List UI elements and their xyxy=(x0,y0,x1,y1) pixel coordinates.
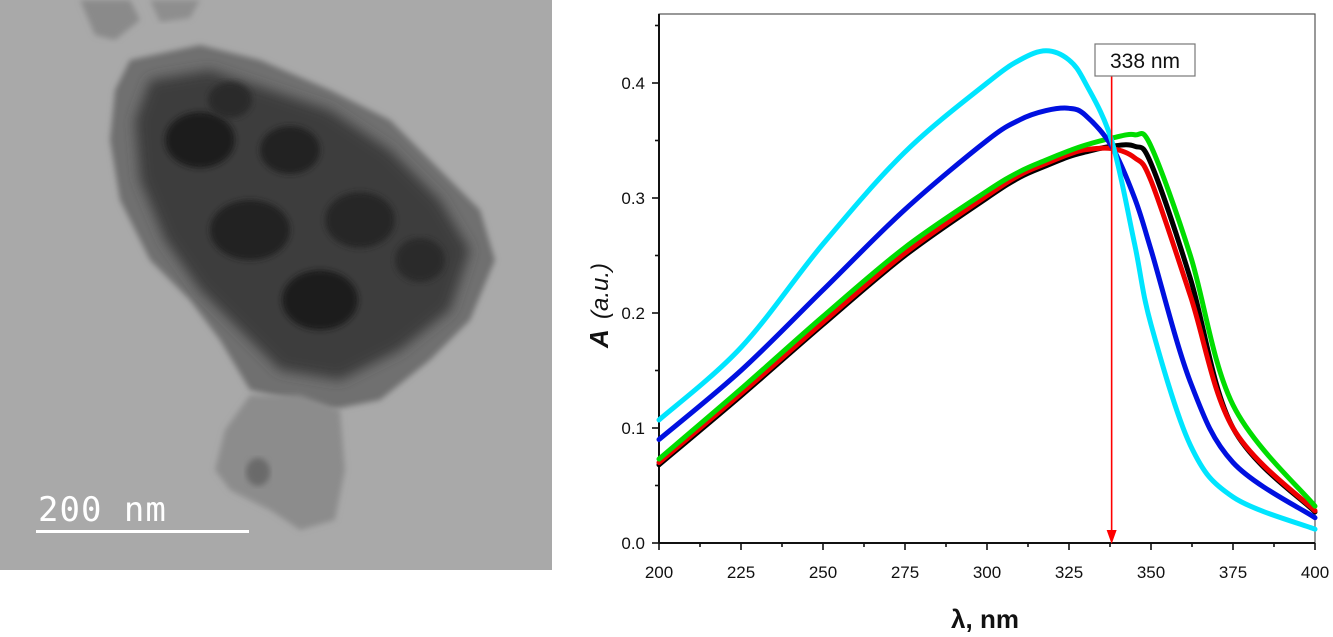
plot-frame xyxy=(658,13,1316,544)
curve-blue xyxy=(656,105,1318,521)
axis-ticks: 200 225 250 275 300 325 350 375 400 0.0 0.1 0.2 0.3 0… xyxy=(621,24,1329,582)
micrograph-margin xyxy=(0,570,552,637)
x-tick-label: 350 xyxy=(1137,563,1165,582)
scale-bar-label: 200 nm xyxy=(38,490,167,530)
x-tick-label: 400 xyxy=(1301,563,1329,582)
y-tick-label: 0.1 xyxy=(621,419,645,438)
scale-bar xyxy=(36,530,249,533)
y-axis-label-symbol: A xyxy=(584,329,614,349)
x-tick-label: 250 xyxy=(809,563,837,582)
curve-green xyxy=(656,130,1318,509)
annotation-338nm: 338 nm xyxy=(1094,43,1196,544)
annotation-box xyxy=(1094,43,1196,77)
curve-red xyxy=(656,145,1318,514)
arrow-down-icon xyxy=(1106,530,1117,544)
spectra-curves xyxy=(656,48,1318,532)
tem-micrograph: 200 nm xyxy=(0,0,552,570)
y-axis-label: A (a.u.) xyxy=(584,263,614,349)
curve-cyan xyxy=(656,48,1318,532)
annotation-label: 338 nm xyxy=(1110,50,1180,73)
particle-aggregate xyxy=(80,0,495,530)
y-axis-label-unit: (a.u.) xyxy=(587,263,614,319)
x-tick-label: 200 xyxy=(645,563,673,582)
y-tick-label: 0.4 xyxy=(621,74,645,93)
x-tick-label: 325 xyxy=(1055,563,1083,582)
y-tick-label: 0.3 xyxy=(621,189,645,208)
x-tick-label: 225 xyxy=(727,563,755,582)
y-tick-label: 0.0 xyxy=(621,534,645,553)
x-axis-label: λ, nm xyxy=(951,604,1019,634)
x-tick-label: 300 xyxy=(973,563,1001,582)
y-tick-label: 0.2 xyxy=(621,304,645,323)
x-tick-label: 275 xyxy=(891,563,919,582)
x-tick-label: 375 xyxy=(1219,563,1247,582)
